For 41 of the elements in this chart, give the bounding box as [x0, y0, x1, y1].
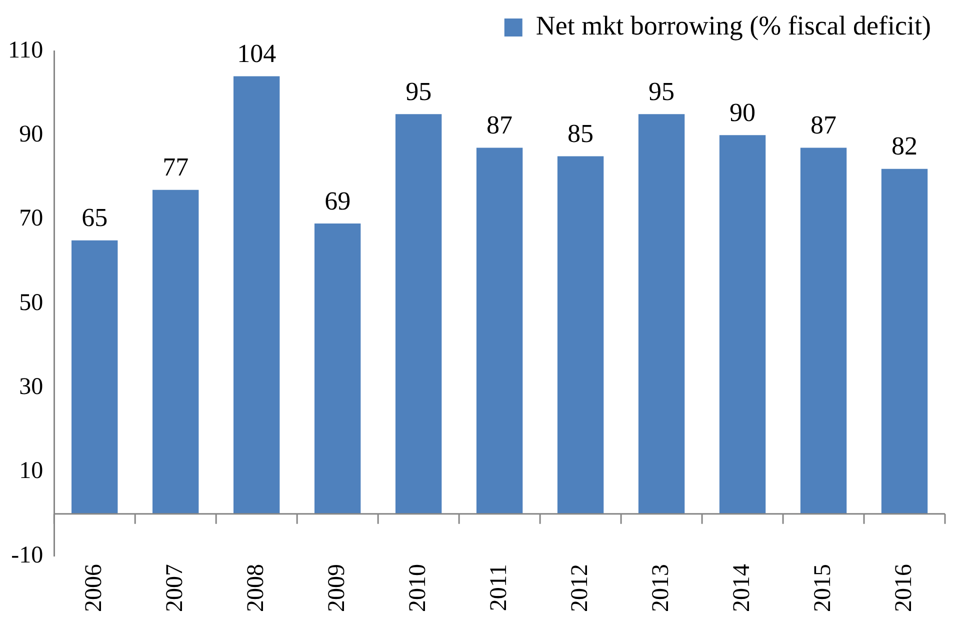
x-tick-label: 2006: [80, 564, 107, 612]
data-label: 90: [730, 98, 756, 127]
y-tick-label: 90: [19, 121, 44, 148]
x-tick-label: 2007: [162, 564, 188, 612]
data-label: 77: [162, 152, 189, 182]
data-label: 87: [810, 110, 837, 140]
bar: [395, 114, 442, 514]
bar: [233, 76, 280, 514]
bar: [476, 148, 523, 514]
y-tick-label: 50: [19, 290, 44, 316]
data-label: 87: [486, 110, 513, 140]
y-tick-label: -10: [11, 542, 44, 568]
legend-label: Net mkt borrowing (% fiscal deficit): [536, 10, 932, 41]
x-tick-label: 2015: [810, 564, 836, 612]
x-tick-label: 2009: [324, 564, 350, 612]
y-tick-label: 70: [19, 206, 44, 232]
data-label: 65: [82, 203, 108, 232]
x-tick-label: 2008: [242, 564, 269, 612]
data-label: 95: [406, 76, 432, 106]
x-tick-label: 2014: [728, 564, 755, 612]
data-label: 82: [892, 132, 918, 161]
bar: [719, 135, 766, 514]
data-label: 95: [648, 76, 675, 106]
data-label: 69: [324, 186, 351, 216]
bar: [314, 224, 361, 514]
x-tick-label: 2011: [486, 564, 512, 612]
y-tick-label: 30: [19, 374, 44, 400]
bar: [881, 168, 928, 514]
x-tick-label: 2010: [404, 564, 431, 612]
bar: [638, 114, 685, 514]
x-tick-label: 2013: [648, 564, 674, 612]
x-tick-label: 2016: [890, 564, 917, 612]
bar: [152, 190, 199, 514]
bar: [72, 240, 118, 514]
y-tick-label: 10: [19, 458, 44, 484]
bar: [557, 156, 604, 514]
data-label: 104: [237, 39, 276, 68]
x-tick-label: 2012: [566, 564, 593, 612]
bar: [800, 148, 847, 514]
data-label: 85: [568, 119, 594, 148]
y-tick-label: 110: [8, 37, 44, 64]
